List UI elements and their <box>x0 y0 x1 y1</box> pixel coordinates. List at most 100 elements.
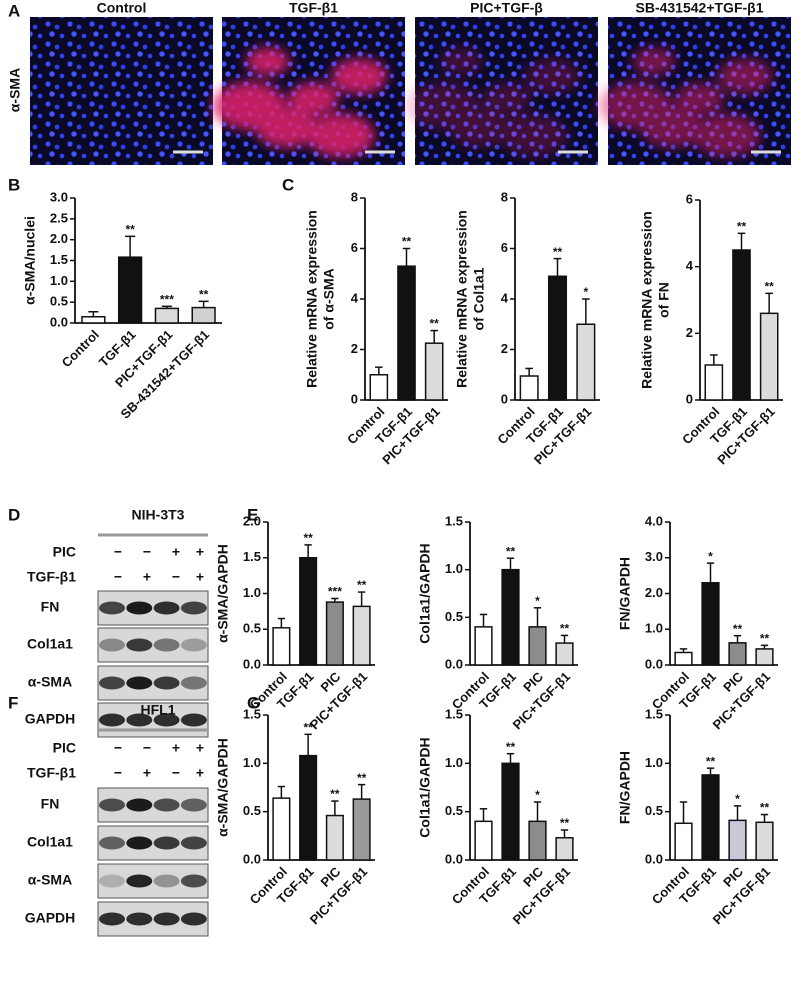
significance: ** <box>357 578 367 592</box>
band <box>99 713 125 727</box>
column-header: SB-431542+TGF-β1 <box>636 0 764 16</box>
band <box>180 676 207 690</box>
significance: ** <box>760 801 770 815</box>
cell-line: HFL1 <box>141 702 176 718</box>
stain-blob <box>717 58 774 95</box>
band <box>153 676 180 690</box>
treatment-sign: + <box>196 765 204 781</box>
y-tick-label: 0.0 <box>645 851 663 866</box>
y-tick-label: 0 <box>501 391 508 406</box>
y-tick-label: 0.0 <box>445 851 463 866</box>
stain-blob <box>674 82 725 115</box>
y-tick-label: 1.0 <box>50 273 68 288</box>
y-tick-label: 0.5 <box>445 609 463 624</box>
significance: ** <box>760 632 770 646</box>
significance: ** <box>706 754 716 768</box>
y-axis-label: FN/GAPDH <box>617 557 633 630</box>
significance: ** <box>506 740 516 754</box>
stain-blob <box>438 47 483 76</box>
y-tick-label: 0.5 <box>645 803 663 818</box>
bar <box>424 342 444 401</box>
band <box>180 601 207 615</box>
stain-blob <box>524 58 581 95</box>
bar <box>528 626 547 666</box>
y-axis-label: FN/GAPDH <box>617 751 633 824</box>
bar <box>755 648 774 666</box>
condition-label: TGF-β1 <box>27 765 76 781</box>
treatment-sign: + <box>143 765 151 781</box>
y-tick-label: 1.5 <box>445 513 463 528</box>
column-header: PIC+TGF-β <box>470 0 543 16</box>
bar <box>555 837 574 861</box>
band <box>180 874 207 888</box>
band <box>153 874 180 888</box>
significance: ** <box>553 245 563 259</box>
band <box>126 676 153 690</box>
significance: ** <box>199 288 209 302</box>
band <box>153 713 180 727</box>
y-tick-label: 2 <box>501 341 508 356</box>
band <box>180 836 207 850</box>
y-tick-label: 0.5 <box>445 803 463 818</box>
band <box>99 874 125 888</box>
bar <box>519 375 539 401</box>
panel-label: E <box>247 505 258 524</box>
stain-blob <box>405 81 480 130</box>
treatment-sign: − <box>172 765 180 781</box>
row-label: α-SMA <box>7 68 23 112</box>
bar <box>701 582 720 666</box>
bar <box>299 754 318 861</box>
significance: ** <box>737 220 747 234</box>
y-tick-label: 6 <box>351 240 358 255</box>
y-axis-label: α-SMA/nuclei <box>22 216 38 305</box>
y-tick-label: 8 <box>351 189 358 204</box>
stain-blob <box>245 47 290 76</box>
y-tick-label: 2 <box>686 325 693 340</box>
stain-blob <box>331 58 388 95</box>
y-tick-label: 1.0 <box>445 755 463 770</box>
y-tick-label: 2 <box>351 341 358 356</box>
y-tick-label: 1.5 <box>645 706 663 721</box>
y-tick-label: 1.5 <box>50 252 68 267</box>
stain-blob <box>481 82 532 115</box>
significance: ** <box>402 235 412 249</box>
y-tick-label: 0.0 <box>445 656 463 671</box>
bar <box>501 568 520 666</box>
bar <box>325 814 344 861</box>
significance: *** <box>328 585 342 599</box>
bar <box>352 798 371 861</box>
micrograph <box>30 17 213 165</box>
y-axis-label: Relative mRNA expression <box>304 210 320 388</box>
bar <box>528 820 547 861</box>
band <box>153 638 180 652</box>
y-tick-label: 2.0 <box>645 585 663 600</box>
bar <box>325 601 344 666</box>
condition-label: PIC <box>53 740 76 756</box>
band <box>126 638 153 652</box>
bar <box>755 821 774 861</box>
bar <box>728 819 747 861</box>
y-axis-label: Relative mRNA expression <box>454 210 470 388</box>
y-tick-label: 0.5 <box>243 621 261 636</box>
treatment-sign: + <box>196 569 204 585</box>
y-axis-label: α-SMA/GAPDH <box>215 738 231 837</box>
bar <box>352 605 371 666</box>
cell-line: NIH-3T3 <box>132 507 185 523</box>
y-tick-label: 0.0 <box>243 851 261 866</box>
treatment-sign: + <box>143 569 151 585</box>
bar <box>397 265 416 401</box>
y-axis-label: of Col1a1 <box>471 267 487 330</box>
band <box>99 836 125 850</box>
bar <box>154 307 180 324</box>
treatment-sign: − <box>114 740 122 756</box>
bar <box>117 256 143 324</box>
significance: * <box>535 594 540 608</box>
significance: ** <box>357 771 367 785</box>
bar <box>759 312 779 401</box>
y-axis-label: of FN <box>656 282 672 318</box>
y-tick-label: 8 <box>501 189 508 204</box>
stain-blob <box>692 113 761 158</box>
significance: * <box>535 788 540 802</box>
y-tick-label: 6 <box>501 240 508 255</box>
